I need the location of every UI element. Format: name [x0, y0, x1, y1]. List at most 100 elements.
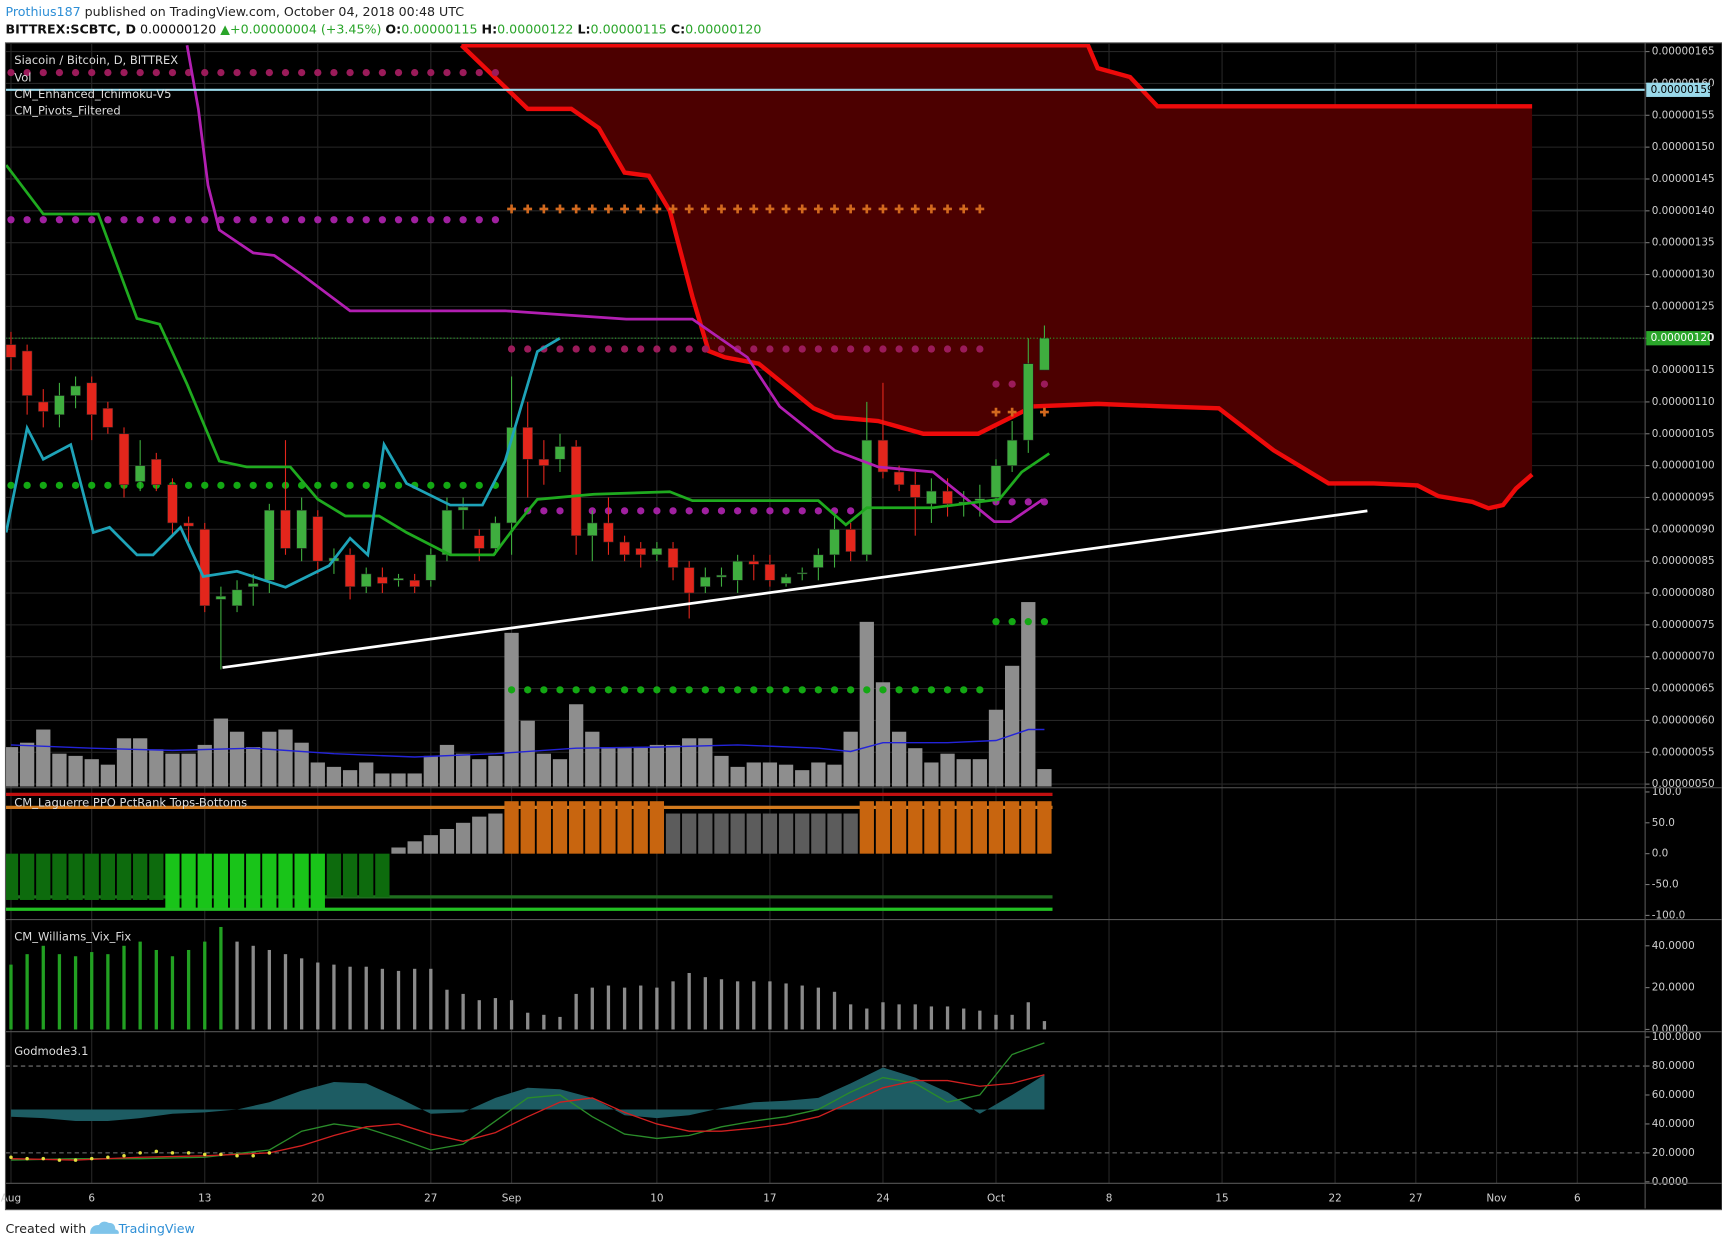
footer-brand[interactable]: TradingView — [118, 1221, 195, 1236]
indicator-bar — [9, 964, 13, 1030]
indicator-bar — [569, 801, 584, 854]
pivot-dot — [879, 345, 887, 353]
pivot-dot — [378, 216, 387, 224]
volume-bar — [762, 762, 778, 787]
dot — [138, 1151, 142, 1155]
dot — [9, 1155, 13, 1159]
volume-bar — [795, 770, 810, 787]
pivot-dot — [540, 507, 548, 515]
pivot-dot — [910, 204, 920, 214]
indicator-bar — [170, 956, 175, 1030]
pivot-dot — [685, 686, 693, 694]
indicator-bar — [832, 991, 837, 1030]
candle-body — [942, 490, 953, 505]
candle-body — [425, 554, 437, 581]
ohlc-value: 0.00000115 — [401, 21, 477, 36]
pivot-dot — [394, 68, 403, 77]
volume-bar — [455, 753, 471, 787]
ohlc-value: 0.00000122 — [497, 21, 573, 36]
y-tick-label: 40.0000 — [1652, 1118, 1695, 1130]
indicator-bar — [455, 822, 471, 854]
indicator-bar — [41, 945, 45, 1030]
pivot-dot — [814, 686, 822, 694]
pivot-dot — [749, 204, 759, 214]
tradingview-logo[interactable] — [90, 1221, 119, 1234]
indicator-bar — [827, 813, 842, 854]
indicator-bar — [698, 813, 713, 854]
indicator-bar — [730, 813, 745, 854]
pivot-dot — [184, 481, 193, 489]
footer-text: Created with — [5, 1221, 86, 1236]
volume-bar — [1037, 769, 1052, 787]
indicator-bar — [100, 853, 116, 900]
pivot-dot — [378, 68, 387, 77]
indicator-bar — [73, 956, 78, 1030]
pivot-dot — [314, 481, 322, 489]
pivot-dot — [684, 204, 694, 214]
indicator-line — [185, 45, 1044, 524]
indicator-bar — [423, 835, 438, 854]
pivot-dot — [782, 345, 790, 353]
volume-bar — [310, 762, 325, 787]
pivot-dot — [734, 686, 742, 694]
indicator-bar — [633, 801, 648, 854]
pivot-dot — [362, 481, 370, 489]
pivot-dot — [23, 216, 31, 224]
pivot-dot — [1024, 498, 1032, 506]
y-tick-label: 0.00000135 — [1652, 237, 1715, 249]
ohlc-key: O: — [385, 21, 401, 36]
volume-bar — [585, 731, 600, 787]
pivot-dot — [233, 481, 241, 489]
pivot-dot — [798, 345, 806, 353]
volume-bar — [229, 731, 245, 787]
pivot-dot — [427, 216, 435, 224]
pivot-dot — [878, 204, 888, 214]
pivot-dot — [281, 216, 290, 224]
pivot-dot — [330, 68, 338, 77]
pivot-dot — [507, 345, 516, 353]
pivot-dot — [104, 68, 112, 77]
y-tick-label: 0.00000140 — [1652, 205, 1715, 217]
pivot-dot — [733, 204, 743, 214]
dot — [170, 1151, 175, 1155]
volume-bar — [536, 753, 551, 787]
pivot-dot — [55, 216, 64, 224]
indicator-bar — [213, 853, 229, 909]
author[interactable]: Prothius187 — [5, 4, 80, 19]
indicator-bar — [908, 801, 923, 854]
area — [10, 1067, 1045, 1122]
pivot-dot — [330, 481, 338, 489]
pivot-dot — [184, 216, 193, 224]
pivot-dot — [637, 345, 645, 353]
pivot-dot — [523, 204, 533, 214]
volume-bar — [439, 744, 455, 787]
pivot-dot — [459, 68, 467, 77]
indicator-bar — [197, 853, 212, 909]
indicator-bar — [1037, 801, 1052, 854]
pivot-dot — [604, 686, 613, 694]
volume-bar — [262, 731, 277, 787]
dot — [186, 1151, 191, 1155]
indicator-bar — [396, 970, 401, 1030]
pivot-dot — [88, 216, 96, 224]
pivot-dot — [927, 345, 936, 353]
indicator-bar — [875, 801, 891, 854]
pivot-dot — [847, 507, 855, 515]
indicator-bar — [299, 958, 304, 1030]
pivot-dot — [1008, 498, 1016, 506]
volume-bar — [714, 755, 729, 787]
candle-body — [344, 554, 356, 587]
ohlc-key: C: — [671, 21, 685, 36]
pivot-dot — [249, 216, 257, 224]
y-tick-label: 20.0000 — [1652, 982, 1695, 994]
indicator-bar — [542, 1014, 546, 1030]
pivot-dot — [830, 345, 839, 353]
indicator-bar — [746, 813, 761, 854]
pivot-dot — [281, 68, 290, 77]
candle-body — [393, 578, 404, 581]
volume-bar — [165, 753, 180, 787]
candle-body — [457, 506, 469, 511]
price-label-box — [1646, 331, 1710, 346]
candle-body — [86, 382, 97, 415]
